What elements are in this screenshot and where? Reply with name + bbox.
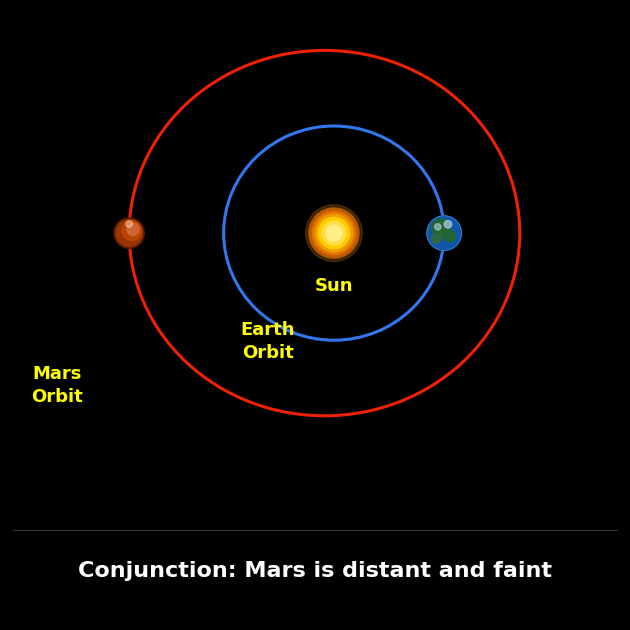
Circle shape <box>427 216 461 251</box>
Circle shape <box>310 210 358 257</box>
Circle shape <box>127 223 139 236</box>
Text: Mars
Orbit: Mars Orbit <box>31 365 83 406</box>
Text: Earth
Orbit: Earth Orbit <box>241 321 295 362</box>
Text: Sun: Sun <box>314 277 353 295</box>
Circle shape <box>114 218 144 248</box>
Circle shape <box>432 234 441 244</box>
Circle shape <box>318 217 350 249</box>
Circle shape <box>435 224 441 230</box>
Circle shape <box>444 231 455 242</box>
Circle shape <box>315 214 353 252</box>
Text: Conjunction: Mars is distant and faint: Conjunction: Mars is distant and faint <box>78 561 552 581</box>
Circle shape <box>126 220 132 227</box>
Circle shape <box>432 219 450 238</box>
Circle shape <box>326 226 341 241</box>
Circle shape <box>444 220 452 228</box>
Circle shape <box>322 221 346 245</box>
Circle shape <box>122 220 142 241</box>
Circle shape <box>312 212 355 255</box>
Circle shape <box>306 205 362 261</box>
Circle shape <box>116 220 142 246</box>
Circle shape <box>309 208 359 258</box>
